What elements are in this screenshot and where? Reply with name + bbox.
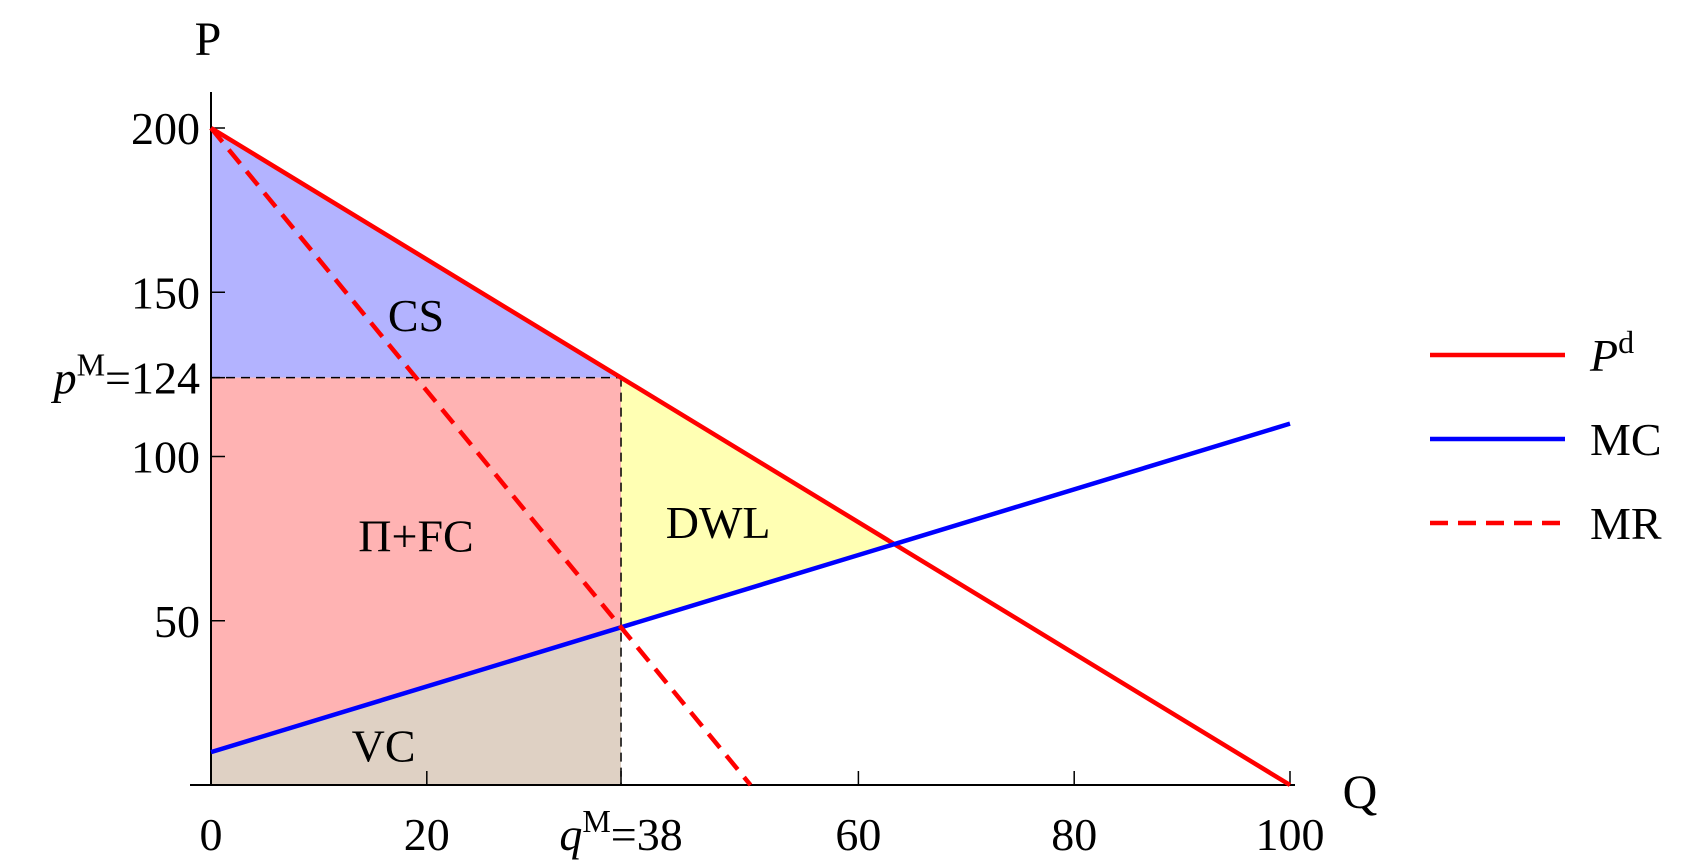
y-tick-label-200: 200 (131, 103, 200, 154)
legend-label-p-d: Pd (1589, 324, 1634, 381)
region-label-vc: VC (352, 721, 416, 772)
guides-layer (211, 376, 622, 785)
region-fc (211, 377, 622, 753)
series-layer (209, 126, 1292, 787)
x-tick-label-qm: qM=38 (559, 803, 682, 860)
region-label-cs: CS (388, 290, 444, 341)
y-tick-label-100: 100 (131, 432, 200, 483)
x-tick-label-100: 100 (1256, 809, 1325, 860)
legend-label-mc: MC (1590, 414, 1662, 465)
x-axis-title: Q (1343, 766, 1378, 819)
y-axis-title: P (195, 13, 222, 66)
region-label-fc: Π+FC (358, 510, 473, 561)
x-tick-label-0: 0 (200, 809, 223, 860)
y-tick-label-pm: pM=124 (51, 347, 200, 404)
series-line-p-d (209, 126, 1292, 787)
region-label-dwl: DWL (666, 497, 771, 548)
regions-layer (211, 128, 895, 785)
x-tick-label-80: 80 (1051, 809, 1097, 860)
y-tick-label-50: 50 (154, 596, 200, 647)
labels-layer: P Q CS Π+FC DWL VC 0 20 60 80 100 50 100 150 200 qM=3… (51, 13, 1378, 860)
x-tick-label-20: 20 (404, 809, 450, 860)
legend-label-mr: MR (1590, 498, 1662, 549)
y-tick-label-150: 150 (131, 267, 200, 318)
legend: Pd MC MR (1430, 324, 1662, 549)
region-vc (211, 627, 622, 785)
series-line-mc (210, 421, 1291, 755)
x-tick-label-60: 60 (835, 809, 881, 860)
series-line-mr (209, 126, 753, 787)
axes-layer (190, 92, 1295, 786)
